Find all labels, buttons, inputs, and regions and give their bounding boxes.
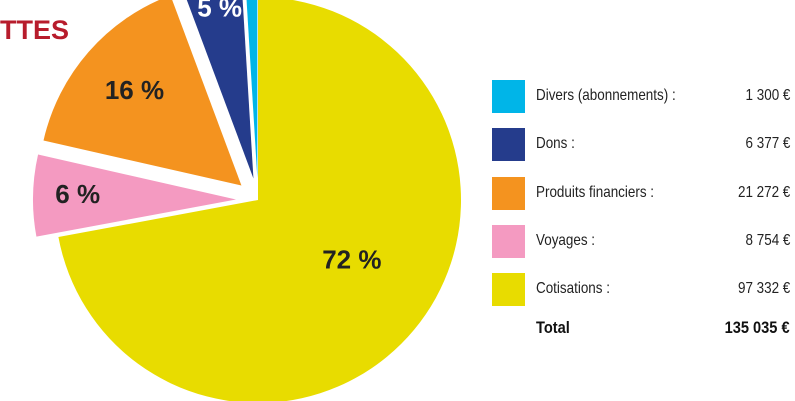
pie-label-cotisations: 72 % — [322, 244, 381, 274]
pie-slice-produits-financiers — [43, 0, 242, 186]
total-label: Total — [536, 318, 570, 337]
pie-label-voyages: 6 % — [55, 179, 100, 209]
legend-value-voyages: 8 754 € — [745, 232, 790, 249]
pie-slice-cotisations — [58, 0, 461, 401]
legend-value-divers: 1 300 € — [745, 87, 790, 104]
pie-label-produits-financiers: 16 % — [105, 75, 164, 105]
legend-value-produits-financiers: 21 272 € — [737, 184, 790, 201]
legend-label-cotisations: Cotisations : — [536, 280, 610, 297]
legend-item-divers: Divers (abonnements) : 1 300 € — [492, 80, 792, 116]
legend-total-row: Total 135 035 € — [492, 318, 792, 348]
legend-item-voyages: Voyages : 8 754 € — [492, 225, 792, 261]
legend-label-dons: Dons : — [536, 135, 575, 152]
pie-slice-dons — [186, 0, 254, 179]
legend-swatch-produits-financiers — [492, 177, 525, 210]
legend-label-divers: Divers (abonnements) : — [536, 87, 676, 104]
legend-label-voyages: Voyages : — [536, 232, 596, 249]
legend-value-cotisations: 97 332 € — [737, 280, 790, 297]
pie-slice-divers — [246, 0, 258, 179]
legend-swatch-cotisations — [492, 273, 525, 306]
pie-slices — [33, 0, 461, 401]
pie-slice-labels: 1 %5 %16 %6 %72 % — [55, 0, 381, 274]
total-value: 135 035 € — [724, 318, 790, 337]
legend-item-cotisations: Cotisations : 97 332 € — [492, 273, 792, 309]
legend-swatch-divers — [492, 80, 525, 113]
chart-title: TTES — [0, 15, 70, 45]
legend-swatch-dons — [492, 128, 525, 161]
pie-slice-voyages — [33, 154, 237, 237]
legend-value-dons: 6 377 € — [745, 135, 790, 152]
legend-item-dons: Dons : 6 377 € — [492, 128, 792, 164]
pie-label-dons: 5 % — [197, 0, 242, 23]
legend-item-produits-financiers: Produits financiers : 21 272 € — [492, 177, 792, 213]
legend-swatch-voyages — [492, 225, 525, 258]
legend-label-produits-financiers: Produits financiers : — [536, 184, 655, 201]
